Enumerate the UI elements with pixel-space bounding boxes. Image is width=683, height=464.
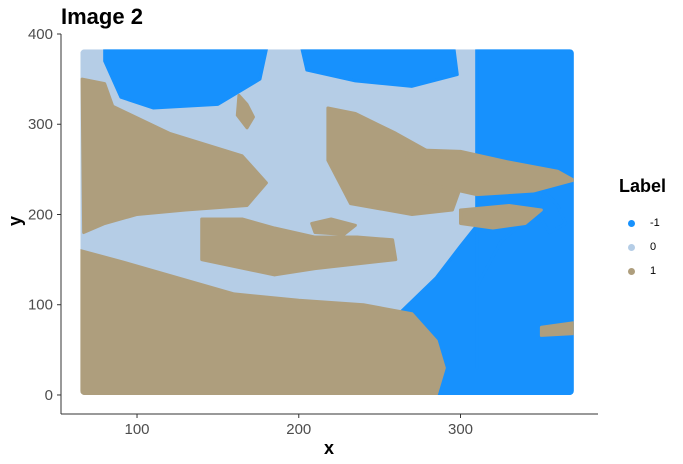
y-axis-ticks: 0 100 200 300 400 [28, 26, 61, 404]
x-axis-ticks: 100 200 300 [125, 414, 473, 438]
y-tick-label: 200 [28, 206, 53, 223]
region-label-1-10 [310, 217, 357, 236]
legend-title: Label [619, 176, 667, 196]
y-tick-label: 300 [28, 116, 53, 133]
legend-item: 1 [619, 259, 666, 283]
legend-dot-icon [628, 219, 635, 227]
x-tick-label: 200 [286, 421, 311, 438]
y-axis-title: y [5, 216, 25, 226]
legend-dot-icon [628, 243, 635, 251]
x-tick-label: 100 [125, 421, 150, 438]
legend-label: -1 [650, 217, 660, 229]
region-label-1-11 [539, 321, 574, 337]
x-tick-label: 300 [448, 421, 473, 438]
legend-item: 0 [619, 235, 666, 259]
x-axis-title: x [324, 438, 334, 458]
region-label-1-7 [200, 217, 398, 277]
legend: Label -1 0 1 [619, 176, 666, 283]
y-tick-label: 100 [28, 297, 53, 314]
region-label-neg1-0 [103, 49, 268, 110]
region-label-1-9 [459, 203, 543, 230]
region-label-neg1-1 [300, 49, 459, 88]
legend-label: 1 [650, 265, 657, 277]
data-layer [80, 49, 574, 395]
chart-title: Image 2 [61, 4, 143, 29]
region-label-1-6 [404, 148, 574, 197]
region-label-1-5 [326, 106, 463, 216]
region-label-1-12 [235, 93, 255, 130]
legend-item: -1 [619, 211, 666, 235]
y-tick-label: 0 [45, 387, 53, 404]
legend-dot-icon [628, 267, 635, 275]
region-label-1-8 [80, 249, 446, 395]
legend-label: 0 [650, 241, 657, 253]
y-tick-label: 400 [28, 26, 53, 43]
region-label-1-4 [80, 77, 268, 235]
